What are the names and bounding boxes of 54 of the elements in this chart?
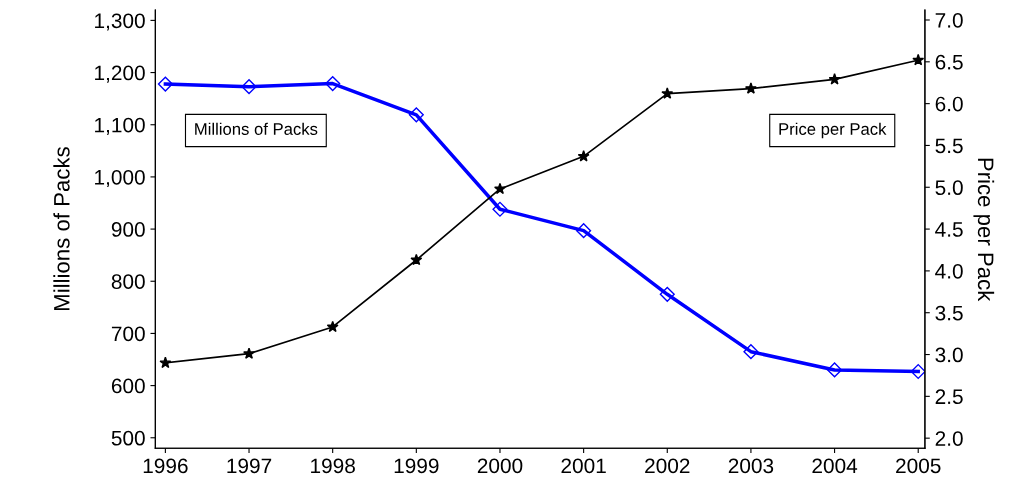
y-tick-label: 600 bbox=[111, 378, 145, 394]
point bbox=[326, 320, 339, 333]
y2-tick-label: 5.5 bbox=[935, 138, 963, 154]
point bbox=[910, 363, 925, 380]
y2-tick-label: 5.0 bbox=[935, 180, 963, 196]
x-tick-label: 2001 bbox=[561, 458, 606, 474]
point bbox=[243, 347, 256, 359]
x-tick-label: 1997 bbox=[227, 458, 272, 474]
y2-tick-label: 4.5 bbox=[935, 222, 963, 237]
x-tick-label: 1998 bbox=[311, 458, 355, 474]
x-tick-label: 2002 bbox=[645, 458, 690, 474]
y-tick-label: 1,200 bbox=[95, 65, 145, 83]
y-tick-label: 900 bbox=[111, 222, 145, 237]
y-tick-label: 500 bbox=[111, 430, 145, 446]
y-tick-label: 800 bbox=[111, 274, 145, 290]
annotation: Millions of Packs bbox=[195, 122, 318, 135]
x-tick-label: 2005 bbox=[896, 458, 941, 474]
y2-tick-label: 6.5 bbox=[935, 54, 963, 70]
y2-tick-label: 4.0 bbox=[935, 263, 963, 279]
point bbox=[408, 107, 424, 123]
y-tick-label: 1,100 bbox=[95, 117, 145, 135]
y2-tick-label: 2.0 bbox=[935, 431, 963, 446]
y-axis-title: Millions of Packs bbox=[53, 147, 70, 310]
point bbox=[241, 79, 257, 95]
point bbox=[577, 150, 590, 162]
point bbox=[912, 53, 925, 66]
point bbox=[157, 76, 173, 92]
point bbox=[828, 73, 841, 85]
point bbox=[826, 362, 843, 378]
point bbox=[492, 201, 508, 217]
x-tick-label: 1996 bbox=[143, 458, 188, 474]
y2-tick-label: 2.5 bbox=[935, 389, 963, 405]
point bbox=[659, 286, 675, 302]
point bbox=[325, 75, 341, 92]
x-tick-label: 2004 bbox=[812, 458, 858, 474]
y2-tick-label: 7.0 bbox=[935, 13, 963, 28]
point bbox=[159, 356, 172, 369]
annotation: Price per Pack bbox=[779, 122, 887, 139]
y2-tick-label: 3.5 bbox=[935, 305, 963, 321]
x-tick-label: 2003 bbox=[728, 458, 774, 474]
y2-axis-title: Price per Pack bbox=[973, 158, 995, 302]
point bbox=[493, 182, 506, 195]
point bbox=[744, 82, 757, 94]
y2-tick-label: 6.0 bbox=[935, 96, 963, 112]
y-tick-label: 700 bbox=[111, 326, 145, 342]
x-tick-label: 2000 bbox=[477, 458, 523, 474]
point bbox=[576, 223, 592, 239]
y-tick-label: 1,000 bbox=[95, 169, 145, 188]
point bbox=[661, 87, 674, 99]
y-tick-label: 1,300 bbox=[95, 13, 145, 31]
point bbox=[410, 253, 423, 266]
x-tick-label: 1999 bbox=[394, 458, 439, 474]
point bbox=[743, 344, 759, 360]
y2-tick-label: 3.0 bbox=[935, 347, 963, 363]
